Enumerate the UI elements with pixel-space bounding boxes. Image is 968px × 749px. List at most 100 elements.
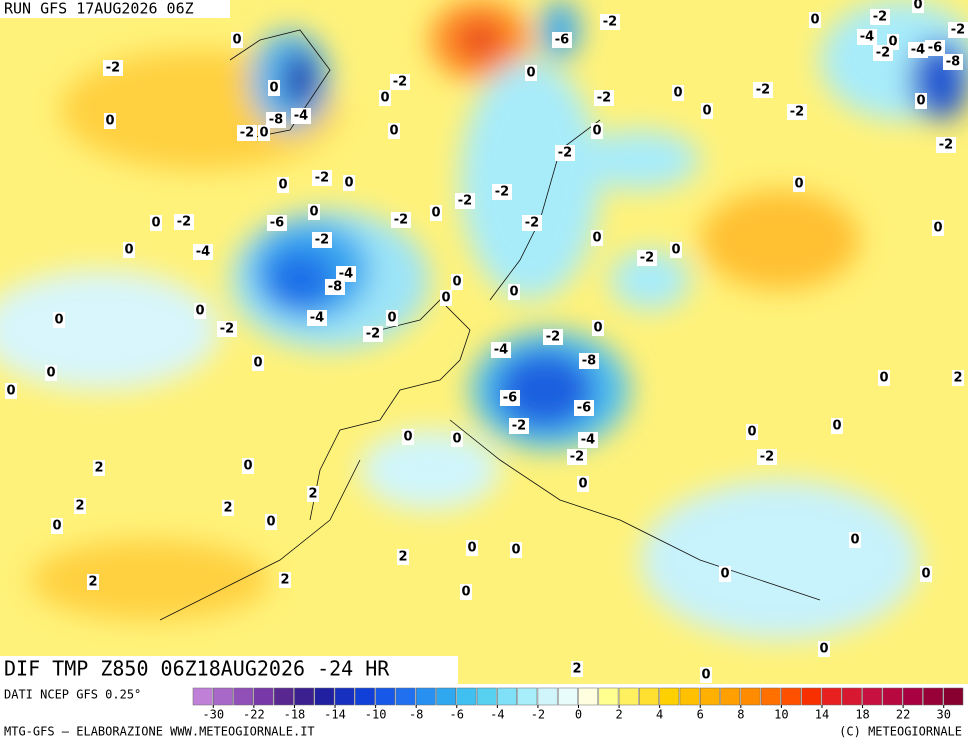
colorbar-tick-label: 8 (737, 708, 744, 722)
contour-label-box (307, 310, 327, 326)
colorbar-swatch (862, 687, 883, 706)
contour-label: 2 (280, 573, 289, 588)
contour-label: 0 (46, 366, 55, 381)
contour-label: 0 (794, 177, 803, 192)
contour-label-box (578, 432, 598, 448)
contour-label: -6 (555, 33, 569, 48)
contour-label: 0 (278, 178, 287, 193)
contour-label: -6 (270, 216, 284, 231)
contour-label: 2 (572, 662, 581, 677)
contour-label: 0 (467, 541, 476, 556)
contour-label: 0 (52, 519, 61, 534)
contour-label-box (753, 82, 773, 98)
contour-label: -2 (939, 138, 953, 153)
contour-label-box (870, 9, 890, 25)
colorbar-swatch (517, 687, 538, 706)
contour-label-box (594, 90, 614, 106)
contour-label-box (700, 667, 712, 683)
contour-label-box (45, 365, 57, 381)
map-field (0, 0, 968, 684)
contour-label: -2 (393, 75, 407, 90)
contour-label: 0 (921, 567, 930, 582)
contour-label-box (150, 215, 162, 231)
contour-label: -6 (503, 391, 517, 406)
contour-label: -2 (760, 450, 774, 465)
contour-label-box (267, 215, 287, 231)
contour-label-box (74, 498, 86, 514)
contour-label: -2 (597, 91, 611, 106)
contour-label-box (123, 242, 135, 258)
contour-label-box (451, 274, 463, 290)
contour-label-box (451, 431, 463, 447)
contour-label-box (231, 32, 243, 48)
contour-label: -8 (582, 354, 596, 369)
colorbar-tick-label: 2 (615, 708, 622, 722)
contour-label-box (552, 32, 572, 48)
colorbar-swatch (842, 687, 862, 706)
contour-label: 0 (916, 94, 925, 109)
contour-label-box (818, 641, 830, 657)
colorbar-swatch (537, 687, 558, 706)
contour-label: 0 (819, 642, 828, 657)
contour-label-box (508, 284, 520, 300)
colorbar-swatch (213, 687, 233, 706)
colorbar-tick-label: -6 (450, 708, 464, 722)
contour-label-box (672, 85, 684, 101)
contour-label: -8 (328, 280, 342, 295)
colorbar-swatch (720, 687, 741, 706)
contour-label-box (873, 45, 893, 61)
contour-label-box (93, 460, 105, 476)
colorbar-swatch (943, 687, 964, 706)
contour-label: -2 (876, 46, 890, 61)
contour-label: 0 (701, 668, 710, 683)
header-box (0, 0, 230, 18)
contour-label: -2 (394, 213, 408, 228)
contour-label: 0 (195, 304, 204, 319)
contour-label: 0 (592, 124, 601, 139)
colorbar-tick-label: -2 (531, 708, 545, 722)
contour-label: 0 (403, 430, 412, 445)
contour-label-box (279, 572, 291, 588)
contour-label-box (258, 125, 270, 141)
colorbar-swatch (294, 687, 314, 706)
colorbar-swatch (578, 687, 599, 706)
contour-label-box (440, 290, 452, 306)
contour-label: -2 (873, 10, 887, 25)
contour-label-box (952, 370, 964, 386)
contour-label-box (265, 514, 277, 530)
contour-label: -2 (106, 61, 120, 76)
contour-label: 0 (593, 321, 602, 336)
contour-label: -4 (911, 43, 925, 58)
contour-label-box (908, 42, 928, 58)
contour-label-box (388, 123, 400, 139)
contour-label-box (5, 383, 17, 399)
contour-label-box (104, 113, 116, 129)
contour-label: 0 (389, 124, 398, 139)
contour-label-box (522, 215, 542, 231)
contour-label-box (268, 80, 280, 96)
contour-label: 0 (671, 243, 680, 258)
contour-label-box (574, 400, 594, 416)
colorbar-swatch (456, 687, 477, 706)
contour-label-box (252, 355, 264, 371)
contour-label: -8 (269, 113, 283, 128)
contour-label-box (103, 60, 123, 76)
contour-label: -2 (495, 185, 509, 200)
colorbar-swatch (395, 687, 416, 706)
copyright: (C) METEOGIORNALE (839, 725, 962, 739)
contour-label-box (932, 220, 944, 236)
contour-label-box (849, 532, 861, 548)
contour-label-box (379, 90, 391, 106)
contour-label: 0 (888, 35, 897, 50)
contour-label: -2 (366, 327, 380, 342)
contour-label: 0 (387, 311, 396, 326)
contour-label-box (915, 93, 927, 109)
contour-label-box (920, 566, 932, 582)
contour-label-box (291, 108, 311, 124)
contour-label: 0 (124, 243, 133, 258)
source-note: DATI NCEP GFS 0.25° (4, 688, 141, 702)
contour-label-box (878, 370, 890, 386)
contour-label: 0 (6, 384, 15, 399)
contour-label-box (390, 74, 410, 90)
contour-label-box (53, 312, 65, 328)
